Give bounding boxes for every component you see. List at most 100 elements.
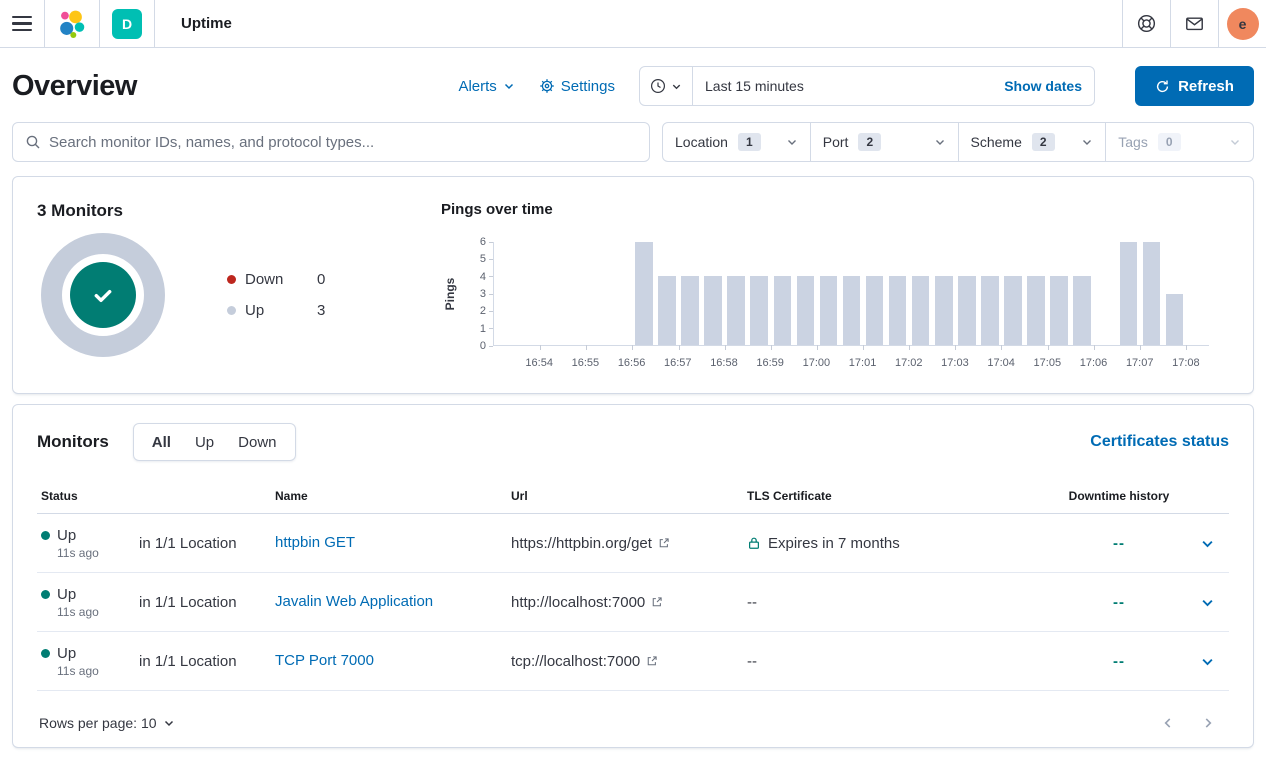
status-donut-chart — [41, 233, 165, 357]
refresh-button[interactable]: Refresh — [1135, 66, 1254, 106]
status-text: Up — [57, 527, 76, 544]
filter-count-badge: 2 — [1032, 133, 1055, 151]
filter-count-badge: 1 — [738, 133, 761, 151]
quick-select-button[interactable] — [640, 67, 693, 105]
tls-certificate-cell: -- — [747, 594, 1044, 611]
last-check-time: 11s ago — [57, 605, 139, 619]
col-status: Status — [37, 489, 139, 503]
legend-label: Up — [245, 302, 317, 319]
refresh-label: Refresh — [1178, 78, 1234, 95]
status-filter-tabs: All Up Down — [133, 423, 296, 461]
url-text: https://httpbin.org/get — [511, 535, 652, 552]
monitor-url-link[interactable]: https://httpbin.org/get — [511, 535, 747, 552]
snapshot: 3 Monitors Down 0 — [37, 201, 441, 369]
monitor-url-link[interactable]: http://localhost:7000 — [511, 594, 747, 611]
filter-scheme[interactable]: Scheme 2 — [958, 123, 1106, 161]
location-summary: in 1/1 Location — [139, 653, 275, 670]
monitor-url-link[interactable]: tcp://localhost:7000 — [511, 653, 747, 670]
newsfeed-button[interactable] — [1170, 0, 1218, 47]
monitors-panel: Monitors All Up Down Certificates status… — [12, 404, 1254, 748]
avatar[interactable]: e — [1227, 8, 1259, 40]
rows-per-page-button[interactable]: Rows per page: 10 — [39, 715, 175, 731]
pings-chart-xaxis: 16:5416:5516:5616:5716:5816:5917:0017:01… — [493, 346, 1209, 382]
time-range-value[interactable]: Last 15 minutes — [693, 78, 992, 94]
pings-chart-plot — [493, 242, 1209, 346]
filter-label: Scheme — [971, 134, 1022, 150]
down-dot — [227, 275, 236, 284]
settings-button[interactable]: Settings — [539, 78, 615, 95]
col-tls: TLS Certificate — [747, 489, 1044, 503]
downtime-history: -- — [1044, 653, 1194, 670]
monitor-name-link[interactable]: httpbin GET — [275, 534, 355, 551]
location-summary: in 1/1 Location — [139, 594, 275, 611]
next-page-button[interactable] — [1201, 716, 1215, 730]
certificates-status-link[interactable]: Certificates status — [1090, 433, 1229, 451]
col-downtime: Downtime history — [1044, 489, 1194, 503]
tab-all[interactable]: All — [140, 434, 183, 451]
status-text: Up — [57, 645, 76, 662]
elastic-logo[interactable] — [45, 0, 100, 47]
clock-icon — [650, 78, 666, 94]
monitor-name-link[interactable]: Javalin Web Application — [275, 593, 433, 610]
elastic-logo-icon — [57, 9, 87, 39]
alerts-menu-button[interactable]: Alerts — [458, 78, 514, 95]
filter-count-badge: 0 — [1158, 133, 1181, 151]
help-button[interactable] — [1122, 0, 1170, 47]
table-header-row: Status Name Url TLS Certificate Downtime… — [37, 483, 1229, 514]
filter-tags[interactable]: Tags 0 — [1105, 123, 1253, 161]
monitor-name-link[interactable]: TCP Port 7000 — [275, 652, 374, 669]
filter-group: Location 1 Port 2 Scheme 2 Tags 0 — [662, 122, 1254, 162]
lock-icon — [747, 536, 761, 550]
filter-location[interactable]: Location 1 — [663, 123, 810, 161]
tab-up[interactable]: Up — [183, 434, 226, 451]
tab-down[interactable]: Down — [226, 434, 288, 451]
chevron-down-icon — [934, 136, 946, 148]
legend-label: Down — [245, 271, 317, 288]
mail-icon — [1185, 14, 1204, 33]
space-selector[interactable]: D — [100, 0, 155, 47]
chevron-down-icon — [1200, 595, 1215, 610]
col-url: Url — [511, 489, 747, 503]
tls-text: Expires in 7 months — [768, 535, 900, 552]
previous-page-button[interactable] — [1161, 716, 1175, 730]
top-navigation: D Uptime e — [0, 0, 1266, 48]
legend-row-down: Down 0 — [227, 271, 325, 288]
gear-icon — [539, 78, 555, 94]
menu-toggle[interactable] — [0, 0, 45, 47]
status-text: Up — [57, 586, 76, 603]
col-name: Name — [275, 489, 511, 503]
legend-value: 0 — [317, 271, 325, 288]
url-text: http://localhost:7000 — [511, 594, 645, 611]
table-row: Up 11s ago in 1/1 Location TCP Port 7000… — [37, 632, 1229, 691]
user-menu-button[interactable]: e — [1218, 0, 1266, 47]
expand-row-button[interactable] — [1194, 536, 1229, 551]
snapshot-title: 3 Monitors — [37, 201, 441, 221]
expand-row-button[interactable] — [1194, 595, 1229, 610]
up-dot — [227, 306, 236, 315]
chevron-down-icon — [1200, 654, 1215, 669]
tls-certificate-cell: Expires in 7 months — [747, 535, 1044, 552]
chevron-down-icon — [671, 81, 682, 92]
status-up-dot — [41, 590, 50, 599]
chevron-down-icon — [503, 80, 515, 92]
search-input[interactable] — [49, 134, 637, 151]
filter-label: Port — [823, 134, 849, 150]
external-link-icon — [646, 655, 658, 667]
chevron-down-icon — [1229, 136, 1241, 148]
refresh-icon — [1155, 79, 1170, 94]
table-row: Up 11s ago in 1/1 Location httpbin GET h… — [37, 514, 1229, 573]
tls-text: -- — [747, 653, 757, 670]
search-box[interactable] — [12, 122, 650, 162]
chevron-left-icon — [1161, 716, 1175, 730]
space-badge[interactable]: D — [112, 9, 142, 39]
filter-count-badge: 2 — [858, 133, 881, 151]
filter-port[interactable]: Port 2 — [810, 123, 958, 161]
expand-row-button[interactable] — [1194, 654, 1229, 669]
chevron-down-icon — [786, 136, 798, 148]
hamburger-icon[interactable] — [12, 16, 32, 32]
show-dates-button[interactable]: Show dates — [992, 78, 1094, 94]
status-up-dot — [41, 649, 50, 658]
monitors-title: Monitors — [37, 432, 109, 452]
downtime-history: -- — [1044, 535, 1194, 552]
table-row: Up 11s ago in 1/1 Location Javalin Web A… — [37, 573, 1229, 632]
